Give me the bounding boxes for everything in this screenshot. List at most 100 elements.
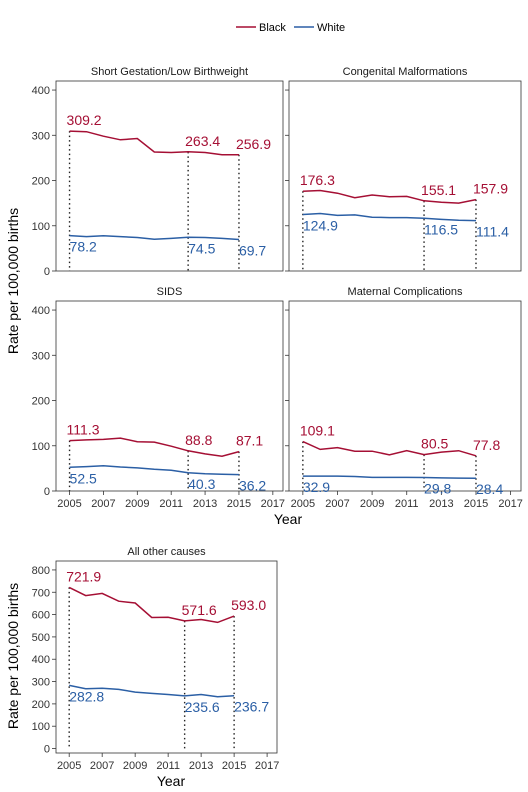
- panel-border: [288, 80, 522, 272]
- series-line-white: [69, 234, 240, 241]
- data-label-black-2015: 77.8: [473, 437, 500, 453]
- x-tick-label: 2009: [360, 498, 384, 510]
- panel-border: [55, 80, 284, 272]
- x-tick-label: 2017: [261, 498, 285, 510]
- panels: Short Gestation/Low Birthweight 0 100 200 30…: [32, 66, 523, 772]
- x-tick-label: 2007: [91, 498, 115, 510]
- data-label-white-2015: 69.7: [239, 242, 266, 258]
- series-line-black: [302, 189, 477, 204]
- legend-label-black: Black: [259, 22, 286, 34]
- series-line-black: [69, 437, 240, 457]
- data-label-black-2015: 256.9: [236, 136, 271, 152]
- y-tick-label: 600: [32, 610, 50, 622]
- panel-border: [288, 300, 522, 492]
- data-label-white-2005: 32.9: [303, 479, 330, 495]
- data-label-white-2012: 116.5: [424, 221, 458, 237]
- series-line-white: [302, 475, 477, 479]
- panel-title: Maternal Complications: [348, 286, 463, 298]
- x-tick-label: 2015: [222, 760, 246, 772]
- panel-border: [55, 300, 284, 492]
- y-tick-label: 300: [32, 350, 50, 362]
- x-tick-label: 2013: [189, 760, 213, 772]
- y-tick-label: 400: [32, 305, 50, 317]
- panel-congenital-malformations: Congenital Malformations 176.3 124.9 155.1 1…: [285, 66, 522, 272]
- series-line-black: [302, 440, 477, 457]
- x-tick-label: 2017: [498, 498, 522, 510]
- x-tick-label: 2015: [464, 498, 488, 510]
- y-tick-label: 800: [32, 565, 50, 577]
- data-label-black-2005: 721.9: [66, 568, 101, 584]
- x-tick-label: 2011: [156, 760, 180, 772]
- x-tick-label: 2015: [227, 498, 251, 510]
- panel-all-other-causes: All other causes 0 100 200 300 400 500 600 700 80…: [32, 546, 280, 772]
- x-axis-title-bottom: Year: [157, 773, 186, 789]
- y-tick-label: 700: [32, 587, 50, 599]
- x-tick-label: 2011: [395, 498, 419, 510]
- data-label-white-2005: 282.8: [69, 688, 104, 704]
- data-label-white-2005: 78.2: [70, 239, 97, 255]
- data-label-black-2012: 263.4: [185, 133, 220, 149]
- series-line-black: [68, 586, 235, 624]
- panel-title: Congenital Malformations: [343, 66, 468, 78]
- data-label-black-2012: 155.1: [421, 182, 456, 198]
- data-label-black-2005: 109.1: [300, 423, 335, 439]
- data-label-white-2012: 74.5: [188, 240, 215, 256]
- x-tick-label: 2007: [90, 760, 114, 772]
- data-label-white-2012: 40.3: [188, 476, 215, 492]
- y-tick-label: 400: [32, 654, 50, 666]
- x-tick-label: 2013: [429, 498, 453, 510]
- x-tick-label: 2017: [255, 760, 279, 772]
- panel-border: [55, 560, 278, 754]
- data-label-white-2015: 111.4: [476, 224, 509, 240]
- y-tick-label: 300: [32, 130, 50, 142]
- y-tick-label: 0: [44, 486, 50, 498]
- series-line-white: [69, 464, 240, 476]
- x-tick-label: 2009: [125, 498, 149, 510]
- y-tick-label: 200: [32, 176, 50, 188]
- y-tick-label: 100: [32, 221, 50, 233]
- legend: Black White: [236, 22, 345, 34]
- panel-title: Short Gestation/Low Birthweight: [91, 66, 248, 78]
- y-tick-label: 0: [44, 744, 50, 756]
- data-label-white-2015: 236.7: [234, 699, 269, 715]
- panel-short-gestation-low-birthweight: Short Gestation/Low Birthweight 0 100 200 30…: [32, 66, 284, 278]
- x-axis-title-top: Year: [274, 511, 303, 527]
- y-axis-title-bottom: Rate per 100,000 births: [5, 583, 21, 729]
- x-tick-label: 2005: [57, 498, 81, 510]
- x-tick-label: 2013: [193, 498, 217, 510]
- series-line-white: [302, 212, 477, 222]
- data-label-black-2012: 571.6: [182, 602, 217, 618]
- data-label-black-2015: 593.0: [231, 597, 266, 613]
- series-line-white: [69, 684, 235, 698]
- data-label-white-2005: 52.5: [70, 470, 97, 486]
- x-tick-label: 2005: [57, 760, 81, 772]
- x-tick-label: 2009: [123, 760, 147, 772]
- data-label-white-2005: 124.9: [303, 217, 338, 233]
- data-label-white-2012: 235.6: [185, 699, 220, 715]
- y-axis-title-top: Rate per 100,000 births: [5, 208, 21, 354]
- data-label-black-2005: 309.2: [67, 112, 102, 128]
- data-label-black-2015: 157.9: [473, 181, 508, 197]
- panel-maternal-complications: Maternal Complications 2005 2007 2009 2011 20…: [285, 286, 523, 510]
- x-tick-label: 2005: [291, 498, 315, 510]
- y-tick-label: 400: [32, 85, 50, 97]
- data-label-white-2015: 36.2: [239, 478, 266, 494]
- y-tick-label: 0: [44, 266, 50, 278]
- panel-title: SIDS: [157, 286, 183, 298]
- data-label-white-2015: 28.4: [476, 481, 503, 497]
- y-tick-label: 200: [32, 699, 50, 711]
- x-tick-label: 2007: [325, 498, 349, 510]
- y-tick-label: 100: [32, 721, 50, 733]
- y-tick-label: 200: [32, 396, 50, 408]
- y-tick-label: 300: [32, 677, 50, 689]
- data-label-white-2012: 29.8: [424, 481, 451, 497]
- panel-sids: SIDS 0 100 200 300 400 2005 2007 2009 2011 2013 201…: [32, 286, 285, 510]
- data-label-black-2012: 80.5: [421, 436, 448, 452]
- data-label-black-2005: 176.3: [300, 172, 335, 188]
- y-tick-label: 500: [32, 632, 50, 644]
- data-label-black-2015: 87.1: [236, 433, 263, 449]
- data-label-black-2005: 111.3: [67, 422, 100, 438]
- data-label-black-2012: 88.8: [185, 432, 212, 448]
- x-tick-label: 2011: [159, 498, 183, 510]
